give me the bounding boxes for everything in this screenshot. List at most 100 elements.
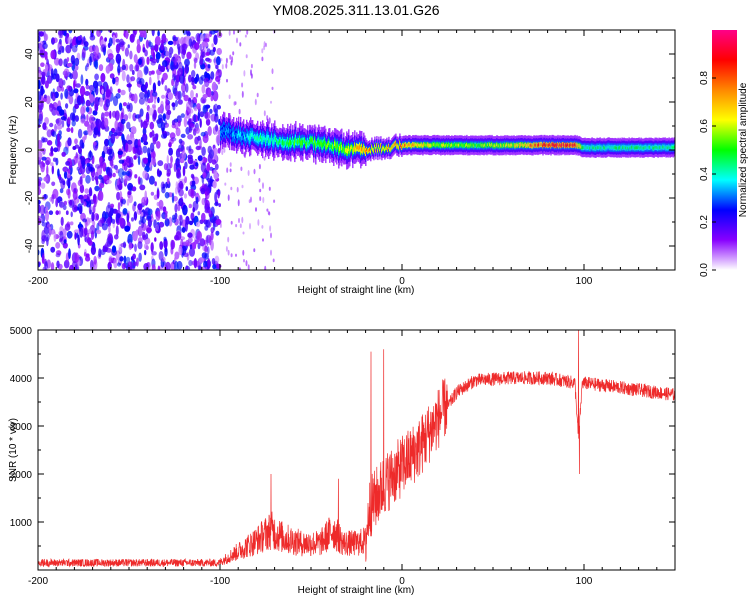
spectrogram-cell [568,144,570,147]
spectrogram-cell [71,120,76,127]
spectrogram-cell [55,242,61,249]
spectrogram-cell [561,143,563,147]
spectrogram-cell [74,157,81,164]
spectrogram-cell [86,232,90,238]
spectrogram-cell [225,246,228,252]
spectrogram-cell [232,51,235,56]
spectrogram-cell [126,212,130,223]
spectrogram-cell [571,143,573,147]
spectrogram-cell [52,188,59,199]
spectrogram-cell [647,146,649,150]
spectrogram-cell [412,143,414,146]
spectrogram-cell [176,115,182,124]
spectrogram-cell [43,33,49,41]
spectrogram-cell [549,143,551,146]
spectrogram-cell [667,146,669,150]
spectrogram-cell [168,147,174,156]
spectrogram-cell [432,143,434,146]
spectrogram-cell [41,75,46,85]
spectrogram-cell [56,117,62,126]
spectrogram-cell [186,51,192,60]
spectrogram-cell [159,241,164,250]
spectrogram-cell [539,143,541,147]
spectrogram-cell [204,203,210,211]
spectrogram-cell [491,143,493,146]
spectrogram-cell [107,232,113,242]
spectrogram-cell [86,63,89,68]
spectrogram-cell [74,138,78,145]
spectrogram-cell [115,38,120,43]
spectrogram-cell [522,143,524,147]
spectrogram-cell [531,144,533,148]
spectrogram-cell [245,54,248,59]
spectrogram-cell [211,258,216,265]
spectrogram-cell [212,263,217,270]
spectrogram-cell [578,144,580,147]
spectrogram-cell [174,203,178,213]
spectrogram-cell [80,94,84,104]
spectrogram-cell [71,38,76,47]
spectrogram-cell [386,146,388,149]
spectrogram-cell [250,196,252,203]
spectrogram-cell [240,166,243,171]
spectrogram-cell [272,258,275,263]
spectrogram-cell [157,160,164,167]
spectrogram-cell [282,139,284,146]
spectrogram-cell [188,127,192,133]
spectrogram-cell [115,77,119,86]
spectrogram-cell [247,264,250,270]
spectrogram-cell [136,38,141,46]
spectrogram-cell [121,262,127,270]
spectrogram-cell [165,102,171,112]
spectrogram-cell [629,146,631,150]
spectrogram-cell [635,146,637,149]
spectrogram-cell [564,144,566,148]
spectrogram-cell [144,190,147,201]
spectrogram-cell [250,69,252,76]
spectrogram-cell [166,154,169,164]
spectrogram-cell [193,258,198,269]
spectrogram-cell [230,220,233,225]
spectrogram-cell [160,43,165,51]
spectrogram-cell [532,144,534,148]
spectrogram-cell [601,146,603,150]
spectrogram-cell [166,177,170,185]
spectrogram-cell [281,141,283,145]
spectrogram-cell [600,146,602,150]
snr-panel: -200 -100 0 100 1000 2000 3000 4000 5000 Height … [8,326,676,596]
spectrogram-cell [187,134,194,140]
spectrogram-cell [427,143,429,147]
spectrogram-cell [192,241,196,249]
spectrogram-cell [157,106,162,114]
spectrogram-cell [661,146,663,150]
spectrogram-cell [125,30,129,40]
spectrogram-cell [447,144,449,147]
spectrogram-cell [399,141,401,145]
spectrogram-cell [435,144,437,147]
spectrogram-cell [215,124,219,132]
spectrogram-cell [213,34,218,46]
spectrogram-cell [229,129,231,135]
spectrogram-cell [126,74,130,84]
spectrogram-cell [197,242,201,250]
spectrogram-cell [593,146,595,150]
spectrogram-cell [430,144,432,147]
spectrogram-cell [572,143,574,147]
spectrogram-cell [544,143,546,146]
spectrogram-ylabel: Frequency (Hz) [8,116,19,185]
spectrogram-cell [347,148,349,154]
spectrogram-cell [511,143,513,147]
spectrogram-cell [421,143,423,147]
spectrogram-cell [285,140,287,145]
spectrogram-cell [291,141,293,145]
spectrogram-cell [114,120,119,130]
spectrogram-cell [368,149,370,152]
spectrogram-cell [599,145,601,149]
spectrogram-cell [312,138,314,143]
spectrogram-cell [57,133,60,144]
spectrogram-cell [562,143,564,147]
spectrogram-cell [223,127,225,132]
spectrogram-cell [117,201,121,211]
spectrogram-cell [92,110,98,116]
spectrogram-cell [108,225,111,234]
